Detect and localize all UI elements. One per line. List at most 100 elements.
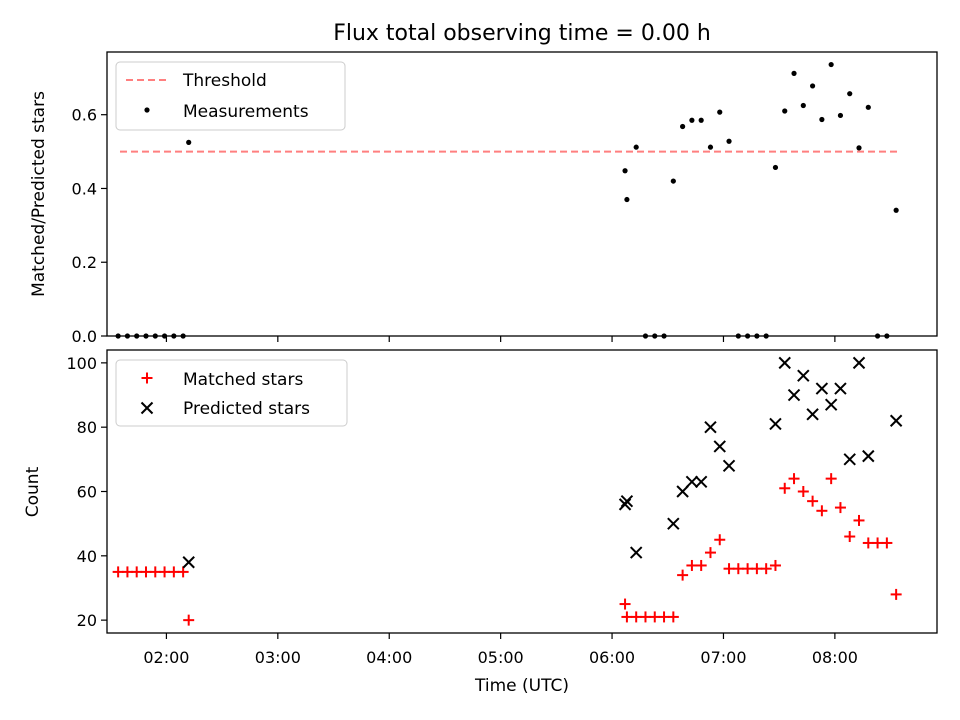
matched-star-point [853,514,865,526]
predicted-star-point [815,382,829,395]
predicted-star-point [704,420,717,434]
predicted-star-point [787,388,801,402]
x-axis-label: Time (UTC) [474,676,569,696]
matched-star-point [183,614,195,626]
measurement-point [689,117,695,123]
predicted-star-point [824,398,838,411]
measurement-point [782,108,788,114]
bottom-y-tick-label: 60 [77,483,97,502]
matched-star-point [890,588,902,600]
top-panel: 0.0 0.2 0.4 0.6 Matched/Predicted stars Thr… [29,51,938,346]
matched-star-point [649,611,661,623]
bottom-y-tick-label: 20 [77,611,97,630]
measurement-point [837,112,844,119]
predicted-star-point [778,356,791,370]
matched-star-point [723,563,735,575]
legend-measurements-swatch [144,107,150,113]
legend-threshold-label: Threshold [182,71,267,91]
matched-star-point [168,566,180,578]
bottom-legend-box [115,359,348,427]
top-y-axis-label: Matched/Predicted stars [29,91,49,297]
predicted-star-point [806,408,819,421]
predicted-star-point [685,475,699,489]
top-y-ticks: 0.0 0.2 0.4 0.6 [72,106,107,346]
predicted-star-point [843,453,856,466]
matched-star-point [704,547,716,559]
x-tick-label: 06:00 [589,648,635,667]
figure-title: Flux total observing time = 0.00 h [333,21,711,46]
measurement-point [791,70,797,76]
x-tick-label: 04:00 [366,648,412,667]
matched-star-point [779,482,791,494]
measurement-point [828,61,834,68]
measurement-point [865,104,871,110]
top-y-tick-label: 0.6 [72,106,97,125]
predicted-star-point [182,556,195,569]
legend-x-marker [140,401,154,415]
predicted-star-point [834,382,847,395]
measurement-point [698,117,704,123]
x-tick-label: 05:00 [478,648,524,667]
predicted-star-point [889,414,903,427]
measurement-point [772,164,779,171]
matched-star-point [149,566,161,578]
matched-star-point [862,537,874,549]
matched-star-point [112,566,124,578]
predicted-star-point [620,494,634,508]
predicted-star-point [797,369,810,382]
matched-star-point [742,563,754,575]
measurement-point [893,207,899,213]
measurement-point [633,144,639,150]
bottom-y-tick-label: 80 [77,418,97,437]
matched-star-point [619,598,631,610]
top-y-tick-label: 0.2 [72,253,97,272]
top-legend: Threshold Measurements [115,61,346,131]
legend-measurements-label: Measurements [183,102,309,122]
bottom-y-tick-label: 40 [77,547,97,566]
matched-star-point [732,563,744,575]
x-tick-label: 02:00 [143,648,189,667]
measurement-point [707,144,714,150]
measurement-point [819,116,825,123]
matched-star-point [121,566,133,578]
predicted-star-point [676,485,689,498]
predicted-star-point [713,440,726,453]
matched-star-point [816,505,828,517]
x-tick-label: 03:00 [255,648,301,667]
top-plot-marks [115,61,900,339]
bottom-plot-marks [112,356,903,626]
measurement-point [856,145,862,151]
predicted-star-point [852,356,866,370]
bottom-axes-frame [106,349,938,634]
measurement-point [670,178,676,184]
matched-star-point [177,566,189,578]
top-axes-frame [106,51,938,337]
legend-matched-label: Matched stars [183,370,303,390]
x-tick-label: 07:00 [700,648,746,667]
top-y-tick-label: 0.0 [72,327,97,346]
predicted-star-point [769,417,782,431]
matched-star-point [760,563,772,575]
matched-star-point [686,559,698,571]
predicted-star-point [722,459,736,472]
matched-star-point [834,502,846,514]
top-legend-box [115,61,346,131]
matched-star-point [159,566,171,578]
bottom-y-ticks: 20 40 60 80 100 [66,354,107,630]
legend-plus-marker [141,372,153,384]
predicted-star-point [694,475,708,489]
measurement-point [800,102,806,109]
matched-star-point [881,537,893,549]
matched-star-point [769,559,781,571]
matched-star-point [658,611,670,623]
predicted-star-point [667,517,680,530]
measurement-point [624,196,630,203]
matched-star-point [788,473,800,485]
matched-star-point [807,495,819,507]
bottom-x-ticks: 02:00 03:00 04:00 05:00 06:00 07:00 08:00 [143,633,858,667]
matched-star-point [630,611,642,623]
legend-matched-swatch [141,372,153,384]
matched-star-point [714,534,726,546]
top-y-tick-label: 0.4 [72,179,97,198]
matched-star-point [131,566,143,578]
